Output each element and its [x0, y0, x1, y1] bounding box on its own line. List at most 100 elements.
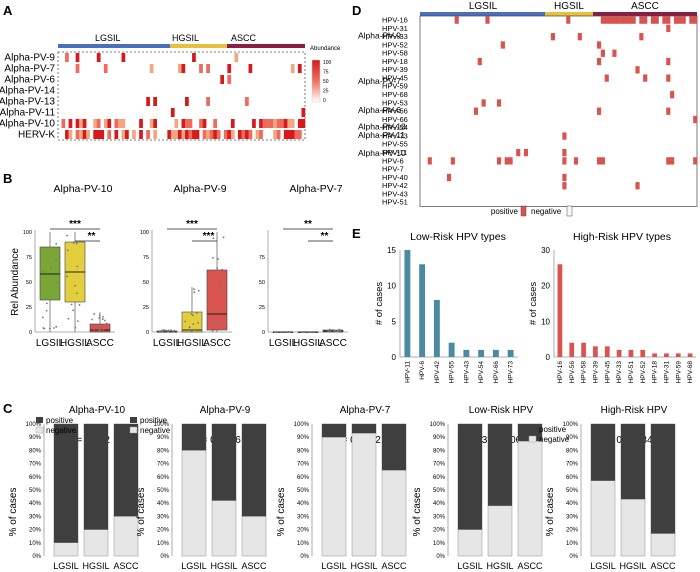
data-point — [49, 246, 52, 249]
bar — [640, 349, 646, 357]
bar-positive — [53, 423, 79, 544]
bar-negative — [53, 542, 79, 557]
data-point — [188, 326, 191, 329]
bar-positive — [181, 423, 207, 451]
bar — [628, 349, 634, 357]
heatmap-cell — [139, 130, 143, 139]
heatmap-cell — [75, 119, 80, 128]
heatmap-cell — [446, 173, 452, 182]
chart-title: Alpha-PV-9 — [200, 405, 251, 416]
heatmap-cell — [670, 91, 675, 99]
heatmap-cell — [103, 64, 108, 73]
y-axis-label: % of cases — [8, 488, 19, 537]
bar-positive — [650, 423, 676, 534]
y-tick-label: 20% — [433, 528, 446, 534]
heatmap-cell — [550, 33, 555, 41]
heatmap-cell — [65, 130, 69, 139]
chart-title: Low-Risk HPV — [469, 405, 534, 416]
row-label: HPV-73 — [382, 131, 408, 140]
bar — [492, 349, 499, 357]
legend-label: positive — [539, 425, 567, 434]
heatmap-cell — [650, 16, 655, 24]
heatmap-cell — [192, 53, 196, 62]
x-tick-label: HPV-58 — [581, 361, 588, 384]
row-label: Alpha-PV-7 — [4, 64, 55, 75]
data-point — [45, 302, 48, 305]
data-point — [284, 331, 287, 333]
data-point — [339, 329, 342, 332]
x-tick-label: ASCC — [86, 338, 114, 349]
bar-positive — [487, 423, 513, 507]
row-label: HPV-33 — [382, 32, 408, 41]
x-tick-label: HPV-54 — [478, 361, 485, 384]
heatmap-cell — [75, 64, 80, 73]
data-point — [219, 286, 222, 289]
bar-positive — [321, 423, 347, 438]
heatmap-cell — [181, 119, 186, 128]
heatmap-cell — [600, 157, 605, 165]
data-point — [52, 327, 55, 329]
y-tick-label: 0% — [32, 554, 41, 560]
bar-negative — [620, 499, 646, 557]
heatmap-cell — [230, 130, 235, 139]
chart-title: High-Risk HPV types — [573, 231, 671, 243]
heatmap-cell — [255, 130, 260, 139]
y-axis-label: # of cases — [528, 282, 539, 326]
heatmap-cell — [287, 119, 292, 128]
bar — [433, 299, 440, 357]
heatmap-cell — [237, 130, 242, 139]
heatmap-cell — [188, 130, 193, 139]
y-tick-label: 0% — [300, 554, 309, 560]
heatmap-cell — [213, 119, 217, 128]
heatmap-cell — [82, 130, 87, 139]
y-tick-label: 0 — [262, 330, 265, 336]
heatmap-cell — [639, 16, 644, 24]
heatmap-cell — [61, 119, 66, 128]
data-point — [161, 330, 164, 333]
heatmap-cell — [516, 148, 521, 157]
heatmap-cell — [290, 119, 295, 128]
heatmap-cell — [620, 16, 625, 24]
data-point — [165, 329, 168, 332]
colorbar-tick: 75 — [323, 70, 329, 76]
heatmap-cell — [125, 130, 129, 139]
heatmap-cell — [294, 130, 299, 139]
heatmap-cell — [297, 64, 302, 73]
heatmap-cell — [604, 16, 609, 24]
row-label: HPV-51 — [382, 198, 408, 207]
bar-negative — [241, 516, 267, 557]
heatmap-cell — [596, 41, 602, 49]
data-point — [66, 234, 69, 237]
data-point — [302, 331, 305, 333]
heatmap-cell — [427, 157, 432, 165]
y-tick-label: 60% — [157, 475, 170, 481]
x-tick-label: HGSIL — [619, 561, 646, 571]
colorbar-tick: 50 — [323, 79, 329, 85]
row-label: HERV-K — [18, 130, 55, 141]
data-point — [332, 329, 335, 332]
heatmap-cell — [612, 49, 617, 57]
data-point — [55, 259, 57, 262]
heatmap-cell — [185, 130, 189, 139]
y-tick-label: 30% — [157, 514, 170, 520]
legend-swatch-negative — [129, 426, 138, 434]
x-tick-label: LGSIL — [53, 561, 79, 571]
bar-negative — [517, 440, 543, 557]
data-point — [78, 304, 81, 306]
row-label: HPV-7 — [382, 165, 404, 174]
data-point — [274, 331, 277, 333]
y-tick-label: 50% — [157, 488, 170, 494]
significance-label: *** — [186, 219, 198, 230]
heatmap-cell — [227, 130, 232, 139]
heatmap-cell — [86, 130, 90, 139]
x-tick-label: HPV-16 — [557, 361, 564, 384]
legend-swatch-positive — [130, 417, 137, 423]
row-group-label: Alpha-PV-7 — [358, 76, 401, 86]
row-label: HPV-18 — [382, 57, 408, 66]
data-point — [42, 270, 44, 273]
heatmap-cell — [496, 157, 502, 165]
heatmap-cell — [666, 16, 671, 24]
heatmap-cell — [481, 99, 486, 107]
data-point — [50, 266, 53, 269]
